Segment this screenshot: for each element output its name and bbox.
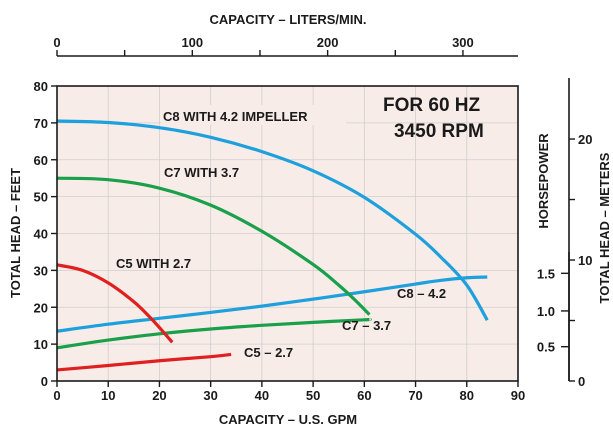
y-tick-label: 70 bbox=[34, 116, 48, 131]
x-tick-label: 90 bbox=[511, 388, 525, 403]
label-c8-head: C8 WITH 4.2 IMPELLER bbox=[163, 109, 308, 124]
x-tick-label: 40 bbox=[255, 388, 269, 403]
x-tick-label: 50 bbox=[306, 388, 320, 403]
y-tick-label: 60 bbox=[34, 153, 48, 168]
label-c5-hp: C5 – 2.7 bbox=[244, 345, 293, 360]
x2-axis-title: CAPACITY – LITERS/MIN. bbox=[210, 12, 367, 27]
y-tick-label: 20 bbox=[34, 300, 48, 315]
y2-tick-label: 10 bbox=[578, 253, 592, 268]
x-axis-title: CAPACITY – U.S. GPM bbox=[219, 412, 357, 427]
curve-head-c5-with-2-7 bbox=[56, 263, 174, 344]
horsepower-curves bbox=[56, 275, 488, 372]
curve-horsepower-c5-2-7 bbox=[56, 352, 232, 372]
x-axis-liters: 0 100 200 300 bbox=[53, 35, 518, 57]
y-tick-label: 40 bbox=[34, 227, 48, 242]
curve-head-c8-with-4-2-impeller bbox=[56, 119, 489, 321]
curve-horsepower-c7-3-7 bbox=[56, 317, 372, 350]
y-axis-horsepower: 1.5 1.0 0.5 bbox=[537, 252, 570, 381]
y-axis-feet: 0 10 20 30 40 50 60 70 80 bbox=[34, 79, 57, 389]
x-tick-label: 60 bbox=[357, 388, 371, 403]
hp-tick-label: 1.5 bbox=[537, 266, 555, 281]
x2-tick-label: 300 bbox=[452, 35, 474, 50]
label-c8-hp: C8 – 4.2 bbox=[397, 286, 446, 301]
x-tick-label: 10 bbox=[101, 388, 115, 403]
y-tick-label: 50 bbox=[34, 190, 48, 205]
label-c7-hp: C7 – 3.7 bbox=[342, 318, 391, 333]
x-tick-label: 20 bbox=[152, 388, 166, 403]
hp-axis-title: HORSEPOWER bbox=[536, 133, 551, 229]
x-tick-label: 80 bbox=[460, 388, 474, 403]
label-c5-head: C5 WITH 2.7 bbox=[116, 256, 191, 271]
x-tick-label: 0 bbox=[53, 388, 60, 403]
y2-axis-title: TOTAL HEAD – METERS bbox=[597, 152, 612, 303]
label-c7-head: C7 WITH 3.7 bbox=[164, 165, 239, 180]
x2-tick-label: 100 bbox=[181, 35, 203, 50]
x-tick-label: 30 bbox=[203, 388, 217, 403]
x2-tick-label: 0 bbox=[53, 35, 60, 50]
x-axis-gpm: 0 10 20 30 40 50 60 70 80 90 bbox=[53, 381, 525, 403]
y-tick-label: 30 bbox=[34, 263, 48, 278]
y-axis-title: TOTAL HEAD – FEET bbox=[8, 168, 23, 298]
y-axis-meters: 0 10 20 bbox=[568, 78, 592, 389]
x2-tick-label: 200 bbox=[317, 35, 339, 50]
y2-tick-label: 20 bbox=[578, 132, 592, 147]
y-tick-label: 10 bbox=[34, 337, 48, 352]
label-backdrop-c8 bbox=[161, 105, 346, 125]
annotation-line-1: FOR 60 HZ bbox=[383, 95, 481, 116]
hp-tick-label: 1.0 bbox=[537, 304, 555, 319]
y-tick-label: 0 bbox=[41, 374, 48, 389]
annotation-line-2: 3450 RPM bbox=[394, 121, 484, 142]
x-tick-label: 70 bbox=[408, 388, 422, 403]
y2-tick-label: 0 bbox=[578, 374, 585, 389]
curve-horsepower-c8-4-2 bbox=[56, 275, 488, 333]
curve-head-c7-with-3-7 bbox=[56, 176, 371, 316]
head-curves bbox=[56, 119, 489, 344]
hp-tick-label: 0.5 bbox=[537, 340, 555, 355]
y-tick-label: 80 bbox=[34, 79, 48, 94]
